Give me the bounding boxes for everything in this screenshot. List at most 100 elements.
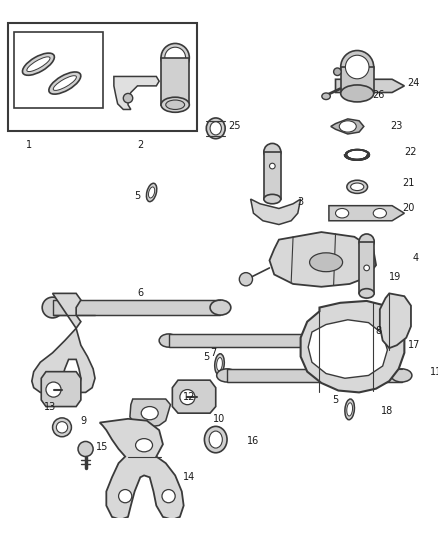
Text: 4: 4: [413, 254, 419, 263]
Ellipse shape: [148, 187, 155, 198]
Ellipse shape: [215, 354, 224, 375]
Text: 12: 12: [183, 392, 195, 402]
Ellipse shape: [162, 489, 175, 503]
Text: 18: 18: [381, 406, 393, 416]
Bar: [8, 23, 197, 131]
Ellipse shape: [161, 97, 189, 112]
Ellipse shape: [350, 183, 364, 191]
Ellipse shape: [136, 439, 152, 452]
Ellipse shape: [336, 208, 349, 218]
Text: 26: 26: [372, 90, 384, 100]
Ellipse shape: [166, 100, 184, 109]
Text: 15: 15: [96, 442, 109, 452]
Text: 23: 23: [391, 122, 403, 132]
Ellipse shape: [206, 118, 225, 139]
Ellipse shape: [146, 183, 157, 201]
Text: 20: 20: [402, 204, 414, 214]
Polygon shape: [331, 119, 364, 134]
Bar: [161, 58, 189, 105]
Ellipse shape: [161, 44, 189, 72]
Ellipse shape: [46, 382, 61, 397]
Polygon shape: [308, 320, 387, 378]
Polygon shape: [100, 419, 184, 520]
Text: 21: 21: [402, 178, 414, 188]
Text: 1: 1: [26, 140, 32, 150]
Text: 17: 17: [408, 340, 420, 350]
Text: 8: 8: [375, 326, 381, 336]
Text: 19: 19: [389, 272, 401, 282]
Ellipse shape: [78, 441, 93, 457]
Text: 9: 9: [81, 416, 87, 426]
Polygon shape: [380, 293, 411, 348]
Text: 6: 6: [137, 288, 143, 298]
Ellipse shape: [359, 289, 374, 298]
Text: 5: 5: [203, 352, 209, 361]
Ellipse shape: [141, 407, 158, 420]
Ellipse shape: [334, 68, 341, 76]
Text: 7: 7: [210, 348, 216, 358]
Ellipse shape: [269, 163, 275, 169]
Ellipse shape: [341, 51, 374, 84]
Bar: [341, 67, 374, 93]
Ellipse shape: [348, 334, 367, 347]
Polygon shape: [300, 301, 404, 392]
Ellipse shape: [339, 121, 356, 132]
Ellipse shape: [310, 253, 343, 272]
Ellipse shape: [373, 208, 386, 218]
Text: 22: 22: [405, 147, 417, 157]
Ellipse shape: [364, 265, 370, 271]
Ellipse shape: [22, 53, 54, 75]
Text: 2: 2: [137, 140, 143, 150]
Ellipse shape: [42, 297, 63, 318]
Ellipse shape: [239, 273, 253, 286]
Ellipse shape: [345, 399, 354, 419]
Ellipse shape: [165, 47, 186, 68]
Ellipse shape: [347, 180, 367, 193]
Ellipse shape: [205, 426, 227, 453]
Text: 25: 25: [228, 122, 241, 132]
Polygon shape: [269, 232, 376, 287]
Ellipse shape: [159, 334, 178, 347]
Ellipse shape: [49, 72, 81, 94]
Polygon shape: [41, 372, 81, 407]
Ellipse shape: [347, 403, 353, 416]
Ellipse shape: [53, 418, 71, 437]
Ellipse shape: [57, 422, 67, 433]
Ellipse shape: [391, 369, 412, 382]
Text: 11: 11: [430, 367, 438, 377]
Text: 3: 3: [297, 197, 304, 207]
Polygon shape: [114, 76, 159, 109]
Ellipse shape: [217, 358, 223, 370]
Polygon shape: [336, 79, 404, 93]
Text: 10: 10: [213, 414, 226, 424]
Ellipse shape: [359, 234, 374, 249]
Polygon shape: [329, 206, 404, 221]
Text: 5: 5: [134, 191, 141, 201]
Bar: [53, 300, 220, 315]
Text: 24: 24: [408, 78, 420, 88]
Text: 14: 14: [183, 472, 195, 482]
Ellipse shape: [124, 93, 133, 103]
Bar: [14, 32, 103, 108]
Polygon shape: [251, 199, 300, 224]
Polygon shape: [172, 380, 216, 413]
Ellipse shape: [341, 85, 374, 102]
Ellipse shape: [264, 195, 281, 204]
Text: 13: 13: [44, 401, 56, 411]
Bar: [359, 241, 374, 293]
Text: 16: 16: [247, 437, 260, 447]
Ellipse shape: [27, 57, 50, 71]
Ellipse shape: [346, 55, 369, 79]
Ellipse shape: [210, 300, 231, 315]
Ellipse shape: [209, 431, 223, 448]
Ellipse shape: [210, 122, 221, 135]
Bar: [169, 334, 357, 347]
Ellipse shape: [119, 489, 132, 503]
Bar: [227, 369, 402, 382]
Ellipse shape: [264, 143, 281, 160]
Ellipse shape: [322, 93, 330, 100]
Bar: [264, 152, 281, 199]
Polygon shape: [32, 293, 95, 392]
Ellipse shape: [180, 390, 195, 405]
Ellipse shape: [217, 369, 237, 382]
